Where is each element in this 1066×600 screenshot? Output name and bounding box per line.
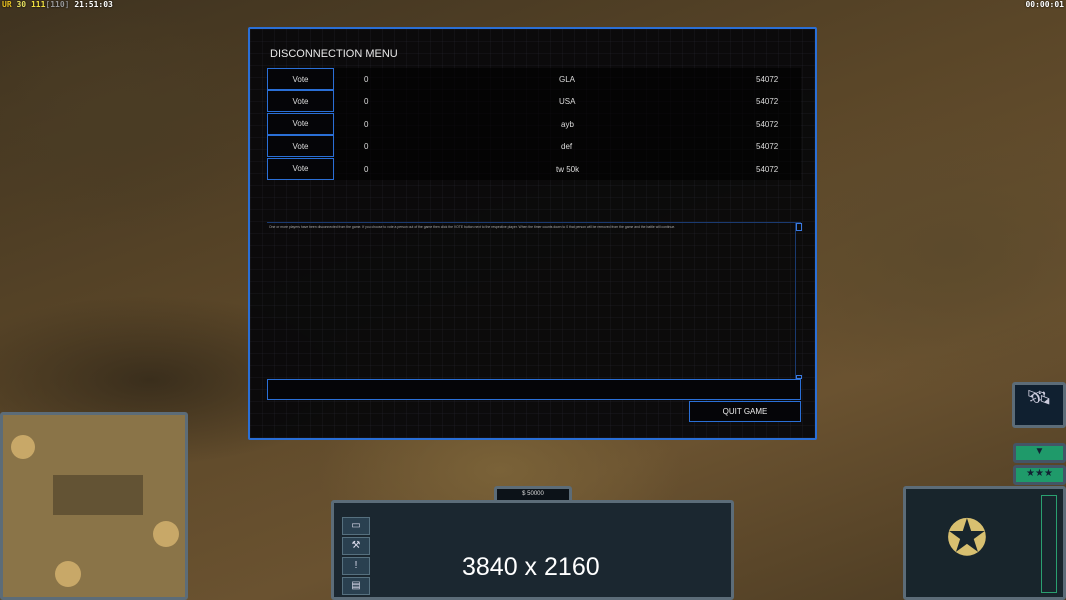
collapse-button[interactable]: ▼	[1013, 443, 1066, 463]
quit-game-button[interactable]: QUIT GAME	[689, 401, 801, 422]
player-row: Vote 0 GLA 54072	[267, 68, 801, 90]
satellite-icon: 🛰	[1026, 387, 1052, 409]
player-list: Vote 0 GLA 54072 Vote 0 USA 54072 Vote 0 ayb 5407…	[267, 68, 801, 180]
minimap-base	[153, 521, 179, 547]
chevron-down-icon: ▼	[1034, 446, 1045, 457]
vote-button[interactable]: Vote	[267, 90, 334, 113]
scroll-down-icon[interactable]	[796, 375, 802, 379]
message-scrollbar[interactable]	[795, 223, 802, 379]
player-ping: 54072	[756, 142, 779, 152]
superweapon-button[interactable]: 🛰	[1012, 382, 1066, 428]
player-name: ayb	[561, 119, 574, 129]
fps: 30	[16, 0, 27, 9]
vote-count: 0	[364, 142, 369, 152]
chat-input[interactable]	[267, 379, 801, 400]
resolution-overlay: 3840 x 2160	[462, 553, 600, 581]
hud-status: UR 30 111[110] 21:51:03	[2, 0, 113, 9]
vote-button[interactable]: Vote	[267, 157, 334, 180]
minimap-terrain	[53, 475, 143, 515]
player-ping: 54072	[756, 164, 779, 174]
player-name: tw 50k	[556, 164, 580, 174]
player-ping: 54072	[756, 75, 779, 84]
vote-button[interactable]: Vote	[267, 68, 334, 90]
usa-emblem-icon: ✪	[946, 510, 988, 566]
player-row: Vote 0 def 54072	[267, 135, 801, 158]
player-ping: 54072	[756, 97, 779, 107]
player-name: def	[561, 142, 573, 152]
value-2: 110	[50, 0, 65, 9]
money-value: $ 50000	[522, 491, 544, 497]
vote-count: 0	[364, 164, 369, 174]
options-icon[interactable]: ▭	[342, 517, 370, 535]
disconnection-dialog: DISCONNECTION MENU Vote 0 GLA 54072 Vote 0 US…	[248, 27, 817, 440]
vote-button[interactable]: Vote	[267, 112, 334, 135]
value-1: 111	[30, 0, 46, 9]
minimap[interactable]	[0, 412, 188, 600]
generals-promotion-button[interactable]: ★★★	[1013, 465, 1066, 485]
player-row: Vote 0 tw 50k 54072	[267, 157, 801, 180]
power-meter	[1041, 495, 1057, 593]
player-name: GLA	[559, 75, 576, 84]
vote-button[interactable]: Vote	[267, 135, 334, 158]
vote-count: 0	[364, 119, 369, 129]
disconnect-message: One or more players have been disconnect…	[269, 225, 676, 229]
wrench-icon[interactable]: ⚒	[342, 537, 370, 555]
minimap-base	[55, 561, 81, 587]
dialog-title: DISCONNECTION MENU	[270, 48, 398, 60]
minimap-base	[11, 435, 35, 459]
vote-count: 0	[364, 97, 369, 107]
faction-panel: ✪	[903, 486, 1066, 600]
scroll-up-icon[interactable]	[796, 223, 802, 231]
message-box: One or more players have been disconnect…	[267, 222, 802, 379]
clock: 21:51:03	[74, 0, 113, 9]
command-bar: ▭ ⚒ ! ▤ 3840 x 2160	[331, 500, 734, 600]
player-row: Vote 0 ayb 54072	[267, 112, 801, 135]
alert-icon[interactable]: !	[342, 557, 370, 575]
chat-icon[interactable]: ▤	[342, 577, 370, 595]
game-timer: 00:00:01	[1025, 0, 1064, 9]
player-name: USA	[559, 97, 576, 107]
player-ping: 54072	[756, 119, 779, 129]
status-prefix: UR	[2, 0, 12, 9]
vote-count: 0	[364, 75, 369, 84]
player-row: Vote 0 USA 54072	[267, 90, 801, 113]
stars-icon: ★★★	[1026, 468, 1053, 479]
